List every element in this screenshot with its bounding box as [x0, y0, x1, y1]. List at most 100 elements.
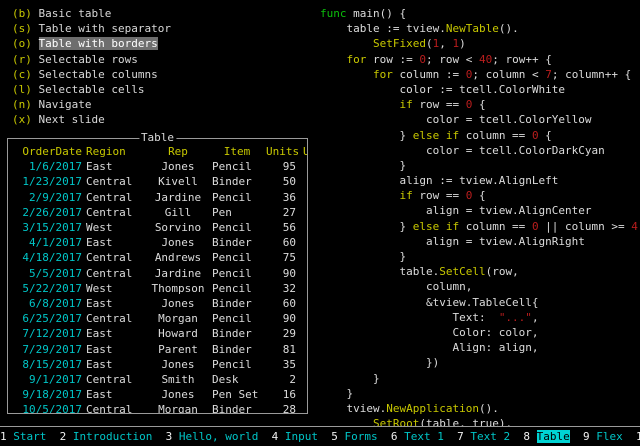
table-cell-units[interactable]: 75 — [282, 251, 296, 265]
table-cell-region[interactable]: East — [86, 297, 113, 311]
table-cell-units[interactable]: 60 — [282, 236, 296, 250]
table-scroll-region[interactable]: OrderDate Region Rep Item Units UnitCost 1/6/… — [8, 144, 307, 413]
menu-item-basic-table[interactable]: (b) Basic table — [12, 6, 302, 21]
table-cell-units[interactable]: 36 — [282, 190, 296, 204]
table-cell-item[interactable]: Pencil — [212, 190, 252, 204]
table-cell-rep[interactable]: Jones — [161, 236, 195, 250]
table-cell-date[interactable]: 6/25/2017 — [22, 312, 82, 326]
table-cell-rep[interactable]: Smith — [161, 373, 195, 387]
column-header-region[interactable]: Region — [86, 145, 126, 158]
column-header-units[interactable]: Units — [266, 145, 298, 158]
table-cell-rep[interactable]: Thompson — [151, 281, 205, 295]
table-row[interactable]: 9/18/2017 East Jones Pen Set 1615.99 — [8, 387, 307, 402]
table-cell-rep[interactable]: Jones — [161, 160, 195, 174]
table-cell-rep[interactable]: Sorvino — [154, 221, 202, 235]
table-cell-units[interactable]: 90 — [282, 266, 296, 280]
statusbar-item-table[interactable]: 8 Table — [523, 430, 570, 443]
table-cell-item[interactable]: Binder — [212, 327, 252, 341]
menu-item-table-with-borders[interactable]: (o) Table with borders — [12, 36, 302, 51]
table-cell-cost[interactable]: 1.99 — [298, 326, 307, 341]
table-cell-region[interactable]: Central — [86, 175, 133, 189]
table-cell-units[interactable]: 90 — [282, 312, 296, 326]
table-cell-rep[interactable]: Howard — [158, 327, 198, 341]
table-row[interactable]: 2/9/2017 Central Jardine Pencil 364.99 — [8, 190, 307, 205]
table-cell-item[interactable]: Pencil — [212, 281, 252, 295]
table-cell-region[interactable]: Central — [86, 266, 133, 280]
table-cell-date[interactable]: 1/23/2017 — [22, 175, 82, 189]
table-cell-units[interactable]: 27 — [282, 205, 296, 219]
table-cell-cost[interactable]: 125.00 — [298, 372, 307, 387]
table-cell-cost[interactable]: 1.99 — [298, 281, 307, 296]
table-cell-units[interactable]: 35 — [282, 357, 296, 371]
table-cell-cost[interactable]: 19.99 — [298, 205, 307, 220]
table-cell-region[interactable]: Central — [86, 312, 133, 326]
table-cell-cost[interactable]: 4.99 — [298, 357, 307, 372]
menu-item-selectable-columns[interactable]: (c) Selectable columns — [12, 67, 302, 82]
table-cell-region[interactable]: West — [86, 281, 113, 295]
table-row[interactable]: 6/25/2017 Central Morgan Pencil 904.99 — [8, 311, 307, 326]
table-cell-date[interactable]: 6/8/2017 — [29, 297, 82, 311]
statusbar-item-hello-world[interactable]: 3 Hello, world — [166, 430, 259, 443]
table-cell-date[interactable]: 9/1/2017 — [29, 373, 82, 387]
statusbar-item-input[interactable]: 4 Input — [272, 430, 318, 443]
table-cell-rep[interactable]: Andrews — [154, 251, 202, 265]
table-cell-region[interactable]: Central — [86, 403, 133, 413]
table-cell-date[interactable]: 5/22/2017 — [22, 281, 82, 295]
table-cell-cost[interactable]: 8.99 — [298, 402, 307, 413]
table-cell-date[interactable]: 5/5/2017 — [29, 266, 82, 280]
table-cell-date[interactable]: 2/26/2017 — [22, 205, 82, 219]
table-row[interactable]: 6/8/2017 East Jones Binder 608.99 — [8, 296, 307, 311]
table-cell-date[interactable]: 9/18/2017 — [22, 388, 82, 402]
table-cell-region[interactable]: East — [86, 388, 113, 402]
table-cell-region[interactable]: East — [86, 236, 113, 250]
table-cell-region[interactable]: East — [86, 160, 113, 174]
table-row[interactable]: 4/18/2017 Central Andrews Pencil 751.99 — [8, 250, 307, 265]
table-row[interactable]: 4/1/2017 East Jones Binder 604.99 — [8, 235, 307, 250]
table-cell-units[interactable]: 60 — [282, 297, 296, 311]
table-cell-region[interactable]: East — [86, 357, 113, 371]
table-cell-date[interactable]: 2/9/2017 — [29, 190, 82, 204]
table-cell-item[interactable]: Pencil — [212, 312, 252, 326]
table-row[interactable]: 10/5/2017 Central Morgan Binder 288.99 — [8, 402, 307, 413]
menu-item-selectable-rows[interactable]: (r) Selectable rows — [12, 52, 302, 67]
table-cell-cost[interactable]: 8.99 — [298, 296, 307, 311]
table-cell-date[interactable]: 4/1/2017 — [29, 236, 82, 250]
bordered-table-panel[interactable]: Table OrderDate Region Rep Item Units UnitCos… — [7, 131, 308, 414]
statusbar-item-text-2[interactable]: 7 Text 2 — [457, 430, 510, 443]
table-cell-rep[interactable]: Jones — [161, 388, 195, 402]
table-cell-item[interactable]: Binder — [212, 297, 252, 311]
table-cell-item[interactable]: Pencil — [212, 357, 252, 371]
table-cell-units[interactable]: 29 — [282, 327, 296, 341]
table-row[interactable]: 5/5/2017 Central Jardine Pencil 904.99 — [8, 266, 307, 281]
table-cell-region[interactable]: East — [86, 327, 113, 341]
table-cell-rep[interactable]: Jones — [161, 357, 195, 371]
table-cell-units[interactable]: 50 — [282, 175, 296, 189]
table-cell-rep[interactable]: Kivell — [158, 175, 198, 189]
table-cell-units[interactable]: 16 — [282, 388, 296, 402]
table-row[interactable]: 7/29/2017 East Parent Binder 8119.99 — [8, 342, 307, 357]
table-row[interactable]: 1/6/2017 East Jones Pencil 951.99 — [8, 159, 307, 174]
table-cell-cost[interactable]: 4.99 — [298, 311, 307, 326]
column-header-rep[interactable]: Rep — [168, 145, 188, 158]
table-cell-rep[interactable]: Morgan — [158, 312, 198, 326]
table-row[interactable]: 9/1/2017 Central Smith Desk 2125.00 — [8, 372, 307, 387]
table-cell-region[interactable]: Central — [86, 190, 133, 204]
table-cell-cost[interactable]: 4.99 — [298, 266, 307, 281]
table-cell-date[interactable]: 7/29/2017 — [22, 342, 82, 356]
menu-item-navigate[interactable]: (n) Navigate — [12, 97, 302, 112]
table-cell-item[interactable]: Binder — [212, 236, 252, 250]
table-row[interactable]: 8/15/2017 East Jones Pencil 354.99 — [8, 357, 307, 372]
menu-item-selectable-cells[interactable]: (l) Selectable cells — [12, 82, 302, 97]
table-body[interactable]: 1/6/2017EastJonesPencil951.991/23/2017Ce… — [8, 159, 307, 413]
menu-item-table-with-separator[interactable]: (s) Table with separator — [12, 21, 302, 36]
statusbar-item-flex[interactable]: 9 Flex — [583, 430, 623, 443]
table-cell-units[interactable]: 32 — [282, 281, 296, 295]
table-cell-region[interactable]: Central — [86, 373, 133, 387]
table-cell-rep[interactable]: Jones — [161, 297, 195, 311]
table-cell-item[interactable]: Pencil — [212, 251, 252, 265]
statusbar-item-introduction[interactable]: 2 Introduction — [60, 430, 153, 443]
table-row[interactable]: 5/22/2017 West Thompson Pencil 321.99 — [8, 281, 307, 296]
table-row[interactable]: 3/15/2017 West Sorvino Pencil 562.99 — [8, 220, 307, 235]
table-cell-item[interactable]: Pencil — [212, 266, 252, 280]
table-cell-date[interactable]: 7/12/2017 — [22, 327, 82, 341]
